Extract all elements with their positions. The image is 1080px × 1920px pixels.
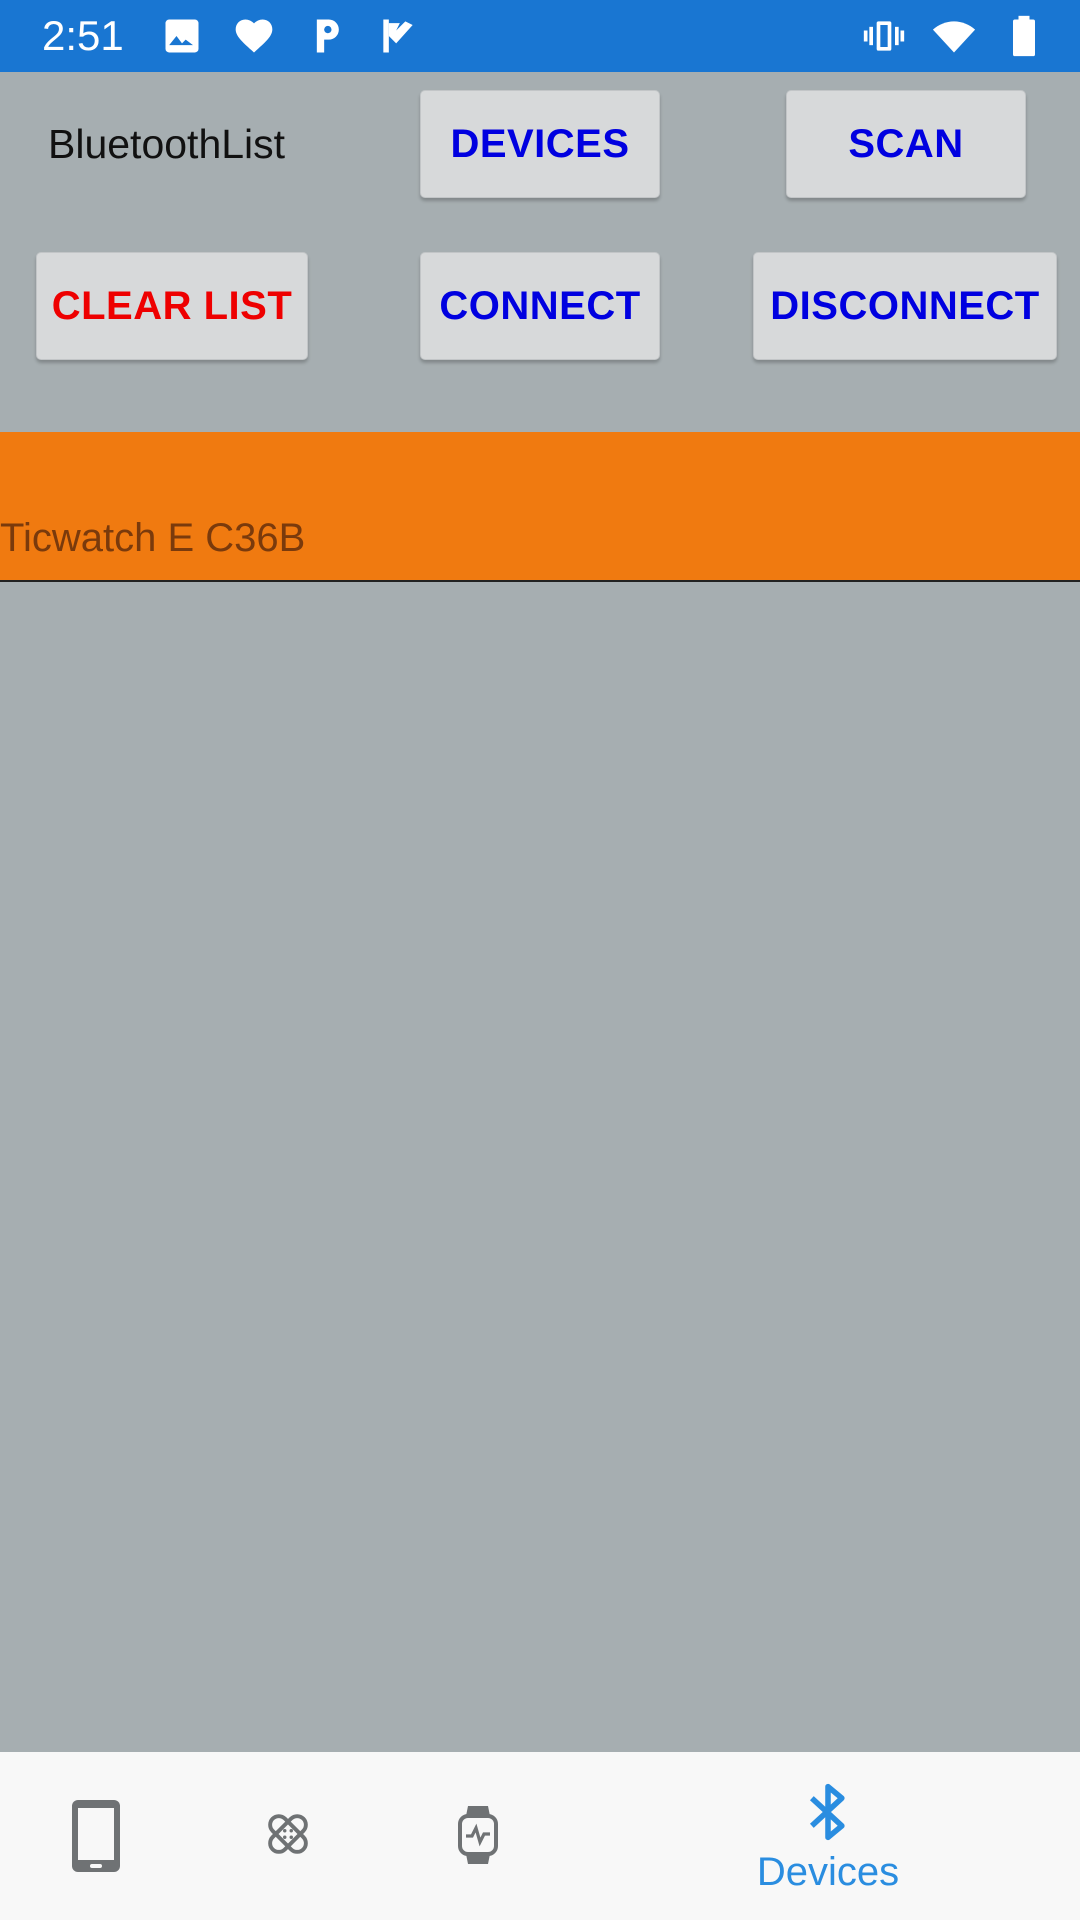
p-app-icon xyxy=(304,14,348,58)
bluetooth-icon xyxy=(804,1782,852,1842)
device-list-item[interactable]: Ticwatch E C36B xyxy=(0,432,1080,582)
bandage-icon xyxy=(262,1808,314,1860)
vibrate-icon xyxy=(862,14,906,58)
status-time: 2:51 xyxy=(42,12,124,59)
image-icon xyxy=(160,14,204,58)
nav-item-phone[interactable] xyxy=(40,1752,152,1920)
device-list: Ticwatch E C36B xyxy=(0,432,1080,582)
bottom-nav: Devices xyxy=(0,1752,1080,1920)
scan-button[interactable]: SCAN xyxy=(786,90,1026,198)
disconnect-button[interactable]: DISCONNECT xyxy=(753,252,1057,360)
clear-list-button[interactable]: CLEAR LIST xyxy=(36,252,308,360)
heart-icon xyxy=(232,14,276,58)
smartwatch-icon xyxy=(456,1804,500,1866)
phone-icon xyxy=(70,1798,122,1874)
app-title: BluetoothList xyxy=(48,121,286,167)
nav-item-devices[interactable]: Devices xyxy=(730,1752,926,1920)
device-name: Ticwatch E C36B xyxy=(0,516,306,560)
devices-button[interactable]: DEVICES xyxy=(420,90,660,198)
check-flag-icon xyxy=(376,14,420,58)
nav-item-watch[interactable] xyxy=(422,1752,534,1920)
nav-item-bandage[interactable] xyxy=(232,1752,344,1920)
nav-label-devices: Devices xyxy=(756,1850,900,1894)
connect-button[interactable]: CONNECT xyxy=(420,252,660,360)
status-bar: 2:51 xyxy=(0,0,1080,72)
battery-icon xyxy=(1002,14,1046,58)
wifi-icon xyxy=(932,14,976,58)
